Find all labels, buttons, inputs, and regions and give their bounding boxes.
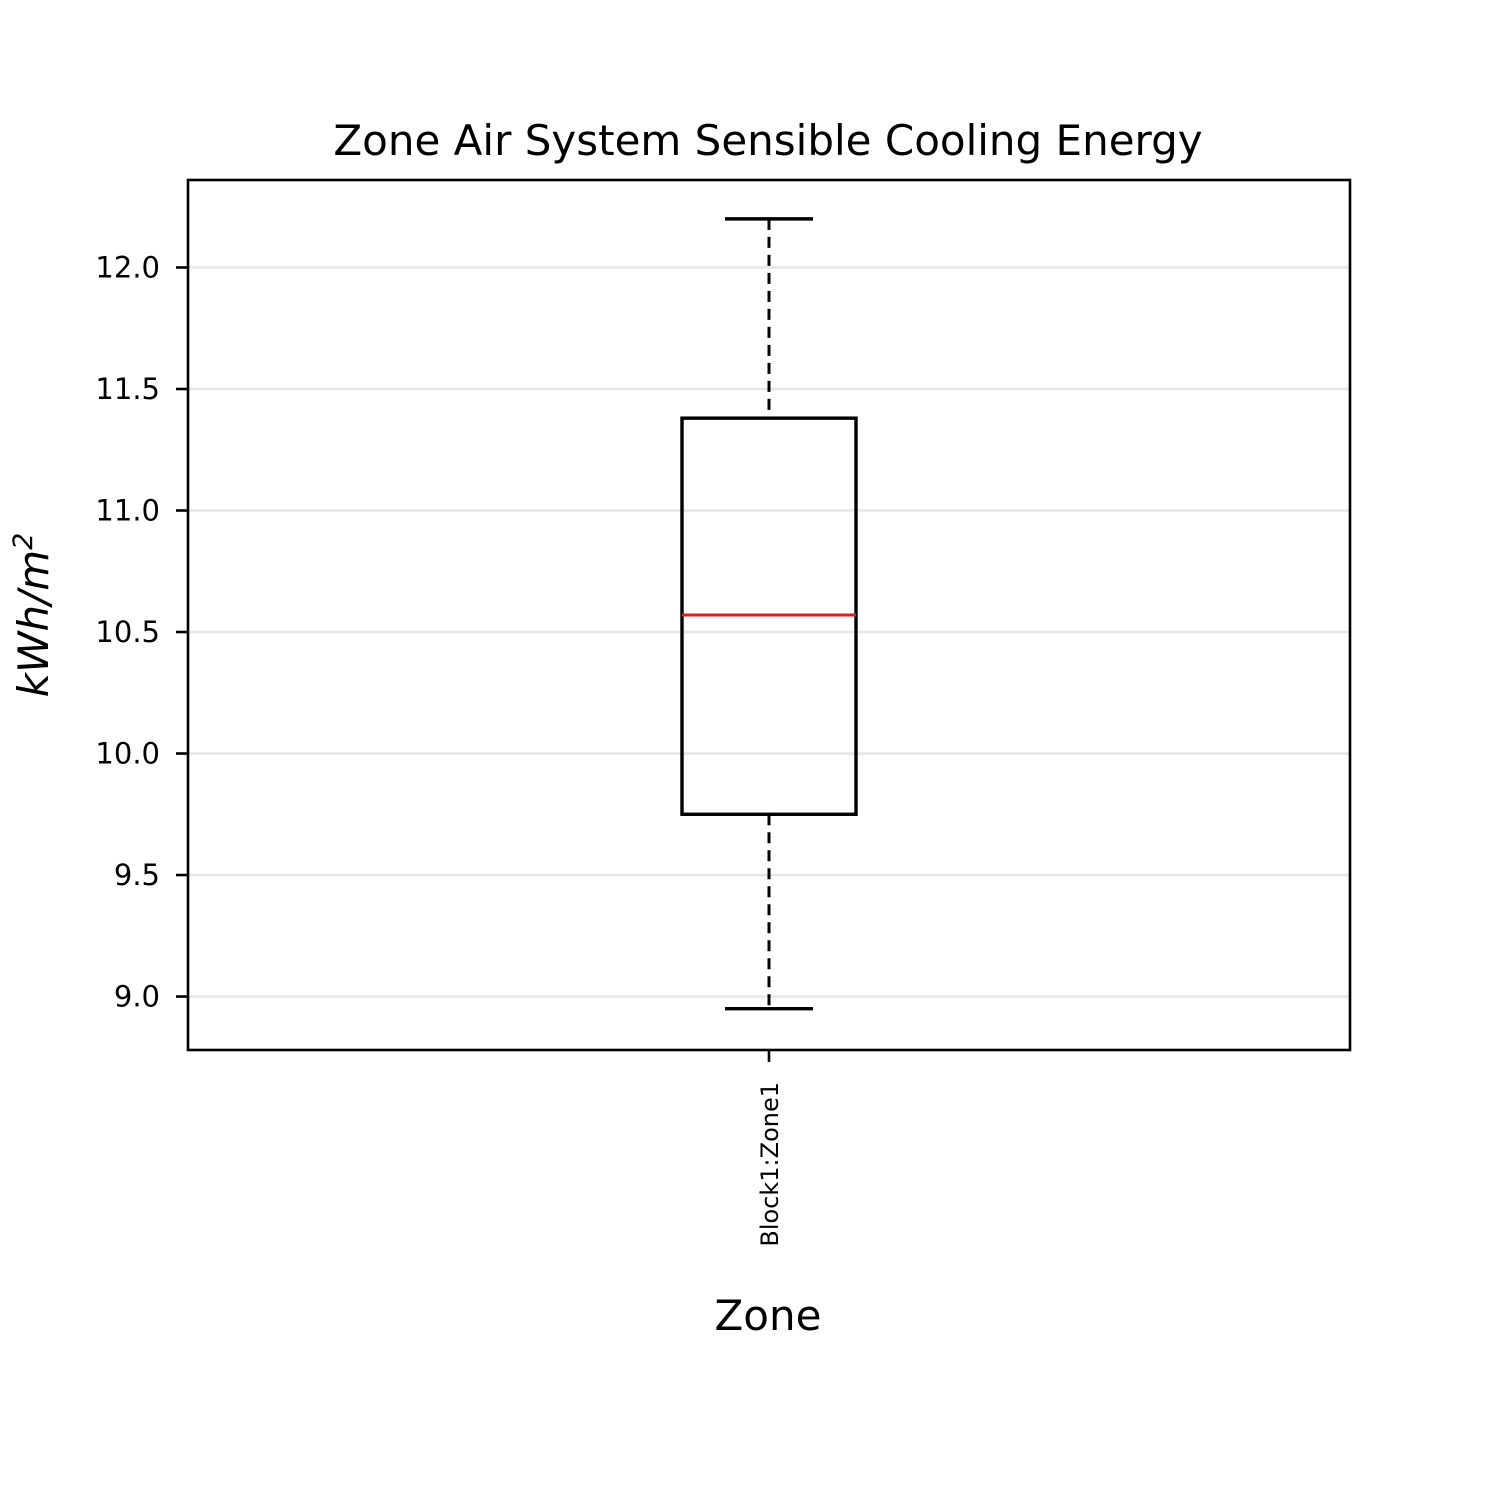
y-tick-label: 10.0 <box>95 737 160 771</box>
x-axis-label: Zone <box>715 1291 822 1340</box>
x-axis: Block1:Zone1 <box>756 1050 784 1247</box>
x-tick-label: Block1:Zone1 <box>756 1082 784 1247</box>
y-axis-label-base: kWh/m <box>9 550 58 698</box>
y-tick-label: 11.0 <box>95 494 160 528</box>
y-tick-label: 11.5 <box>95 372 160 406</box>
y-tick-label: 9.0 <box>114 980 160 1014</box>
y-axis-label: kWh/m2 <box>8 533 58 698</box>
y-tick-label: 10.5 <box>95 615 160 649</box>
y-tick-label: 9.5 <box>114 858 160 892</box>
y-axis: 9.0 9.5 10.0 10.5 11.0 11.5 12.0 <box>95 250 188 1014</box>
y-axis-label-superscript: 2 <box>8 533 39 550</box>
chart-title: Zone Air System Sensible Cooling Energy <box>333 116 1202 165</box>
box-layer <box>680 217 858 1011</box>
y-tick-label: 12.0 <box>95 250 160 284</box>
